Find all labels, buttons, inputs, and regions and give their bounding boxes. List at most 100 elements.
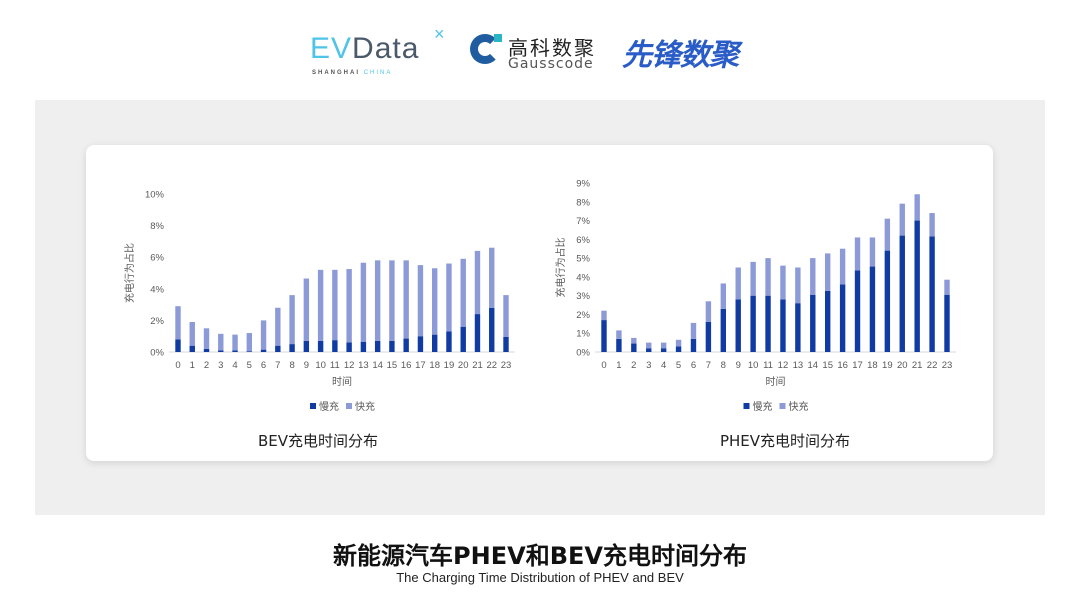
gausscode-en: Gausscode bbox=[508, 56, 594, 72]
phev-x-tick-label: 5 bbox=[676, 360, 681, 371]
bev-bar-slow bbox=[275, 345, 281, 352]
bev-bar-slow bbox=[203, 348, 210, 352]
phev-y-tick-label: 9% bbox=[576, 179, 590, 190]
bev-bar-slow bbox=[474, 314, 481, 352]
phev-x-tick-label: 8 bbox=[721, 360, 726, 371]
bev-legend-swatch-slow bbox=[310, 403, 316, 409]
bev-bar-fast bbox=[417, 265, 424, 337]
phev-y-tick-label: 8% bbox=[576, 197, 590, 208]
evdata-logo-x: × bbox=[434, 24, 446, 44]
phev-bar-slow bbox=[914, 220, 920, 352]
bev-bar-slow bbox=[403, 338, 409, 352]
phev-bar-slow bbox=[944, 294, 950, 352]
figure-subtitle: The Charging Time Distribution of PHEV a… bbox=[396, 570, 684, 585]
bev-bar-slow bbox=[489, 307, 495, 352]
bev-bar-fast bbox=[360, 262, 367, 342]
bev-legend-label: 慢充 bbox=[319, 400, 339, 413]
bev-bar-slow bbox=[232, 350, 238, 352]
bev-bar-slow bbox=[303, 340, 310, 352]
phev-bar-slow bbox=[660, 348, 667, 352]
phev-bar-slow bbox=[795, 303, 801, 352]
phev-bar-fast bbox=[690, 322, 697, 339]
phev-bar-slow bbox=[899, 235, 905, 352]
phev-bar-slow bbox=[810, 294, 816, 352]
bev-legend-swatch-fast bbox=[346, 403, 352, 409]
phev-bar-fast bbox=[929, 213, 935, 237]
evdata-sub-left: SHANGHAI bbox=[312, 70, 361, 76]
bev-bar-slow bbox=[431, 334, 438, 352]
bev-x-tick-label: 14 bbox=[372, 360, 383, 371]
evdata-logo-main: Data bbox=[352, 32, 420, 65]
bev-x-tick-label: 1 bbox=[190, 360, 195, 371]
phev-bar-slow bbox=[616, 338, 622, 352]
bev-y-tick-label: 0% bbox=[150, 348, 164, 359]
phev-bar-slow bbox=[690, 338, 697, 352]
phev-bar-slow bbox=[750, 295, 756, 352]
phev-bar-slow bbox=[854, 270, 861, 352]
evdata-logo-prefix: EV bbox=[310, 32, 353, 65]
bev-bar-fast bbox=[189, 321, 195, 346]
gausscode-square-icon bbox=[494, 34, 502, 42]
phev-bar-slow bbox=[675, 346, 682, 352]
gausscode-mark-icon bbox=[470, 34, 500, 64]
phev-bar-slow bbox=[765, 295, 771, 352]
bev-caption: BEV充电时间分布 bbox=[257, 432, 379, 450]
phev-x-tick-label: 17 bbox=[852, 360, 863, 371]
bev-bar-slow bbox=[218, 350, 224, 352]
bev-x-tick-label: 15 bbox=[387, 360, 398, 371]
phev-x-tick-label: 12 bbox=[778, 360, 789, 371]
phev-x-axis-label: 时间 bbox=[766, 375, 786, 388]
bev-bar-fast bbox=[303, 278, 310, 341]
phev-x-tick-label: 16 bbox=[837, 360, 848, 371]
phev-bar-fast bbox=[795, 267, 801, 304]
bev-bar-slow bbox=[389, 340, 395, 352]
bev-x-tick-label: 7 bbox=[275, 360, 280, 371]
bev-x-tick-label: 5 bbox=[247, 360, 252, 371]
phev-bar-slow bbox=[631, 343, 637, 352]
phev-bar-fast bbox=[884, 218, 891, 251]
bev-y-axis-label: 充电行为占比 bbox=[123, 243, 136, 303]
phev-x-tick-label: 3 bbox=[646, 360, 651, 371]
bev-y-tick-label: 4% bbox=[150, 284, 164, 295]
evdata-logo-sub: SHANGHAI CHINA bbox=[312, 70, 392, 76]
bev-x-tick-label: 6 bbox=[261, 360, 266, 371]
phev-bar-fast bbox=[750, 261, 756, 296]
phev-bar-fast bbox=[839, 248, 846, 285]
bev-bar-slow bbox=[460, 326, 466, 352]
xianfeng-logo: 先锋数聚 bbox=[622, 38, 739, 73]
phev-bar-slow bbox=[869, 266, 876, 352]
bev-bar-slow bbox=[374, 340, 381, 352]
bev-bar-fast bbox=[346, 269, 352, 343]
phev-bar-slow bbox=[601, 320, 607, 352]
phev-y-tick-label: 6% bbox=[576, 235, 590, 246]
bev-x-tick-label: 10 bbox=[315, 360, 326, 371]
phev-bar-fast bbox=[780, 265, 786, 300]
phev-x-tick-label: 1 bbox=[616, 360, 621, 371]
phev-bar-fast bbox=[869, 237, 876, 267]
bev-bar-slow bbox=[246, 351, 253, 352]
bev-x-tick-label: 8 bbox=[289, 360, 294, 371]
bev-x-tick-label: 19 bbox=[444, 360, 455, 371]
phev-x-tick-label: 0 bbox=[601, 360, 606, 371]
phev-bar-slow bbox=[720, 308, 727, 352]
phev-caption: PHEV充电时间分布 bbox=[719, 432, 851, 450]
phev-bar-fast bbox=[735, 267, 741, 300]
phev-x-tick-label: 18 bbox=[867, 360, 878, 371]
phev-y-tick-label: 1% bbox=[576, 329, 590, 340]
figure-title: 新能源汽车PHEV和BEV充电时间分布 bbox=[333, 542, 747, 570]
phev-bar-fast bbox=[944, 279, 950, 295]
bev-x-tick-label: 9 bbox=[304, 360, 309, 371]
phev-bar-slow bbox=[884, 250, 891, 352]
bev-bar-fast bbox=[232, 334, 238, 351]
bev-x-tick-label: 2 bbox=[204, 360, 209, 371]
bev-bar-fast bbox=[289, 295, 295, 345]
phev-legend-label: 慢充 bbox=[753, 400, 773, 413]
evdata-logo: EVData × SHANGHAI CHINA bbox=[310, 24, 445, 76]
bev-bar-fast bbox=[474, 250, 481, 315]
bev-x-tick-label: 0 bbox=[175, 360, 180, 371]
bev-bar-fast bbox=[431, 268, 438, 335]
bev-y-tick-label: 10% bbox=[145, 190, 165, 201]
bev-bar-slow bbox=[189, 345, 195, 352]
bev-x-tick-label: 4 bbox=[232, 360, 237, 371]
phev-bar-fast bbox=[616, 330, 622, 339]
